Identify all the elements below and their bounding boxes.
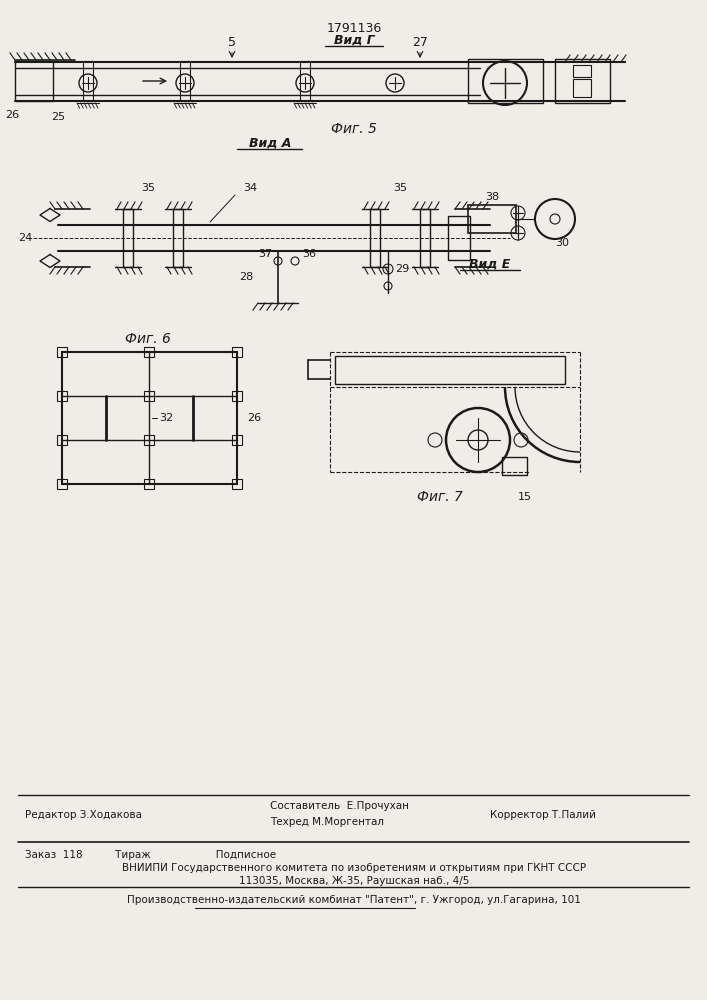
Bar	[144, 391, 155, 401]
Text: Заказ  118          Тираж                    Подписное: Заказ 118 Тираж Подписное	[25, 850, 276, 860]
Bar	[232, 435, 242, 445]
Bar	[57, 391, 67, 401]
Bar	[57, 347, 67, 357]
Bar	[502, 457, 527, 475]
Text: 25: 25	[51, 112, 65, 122]
Text: 26: 26	[247, 413, 261, 423]
Text: Фиг. 5: Фиг. 5	[331, 122, 377, 136]
Text: Вид Е: Вид Е	[469, 258, 510, 271]
Bar	[555, 59, 610, 103]
Text: 35: 35	[141, 183, 155, 193]
Text: 34: 34	[243, 183, 257, 193]
Text: Техред М.Моргентал: Техред М.Моргентал	[270, 817, 384, 827]
Text: Вид Г: Вид Г	[334, 34, 375, 47]
Text: Вид А: Вид А	[249, 137, 291, 150]
Text: 24: 24	[18, 233, 32, 243]
Text: Фиг. 6: Фиг. 6	[125, 332, 171, 346]
Bar	[144, 479, 155, 489]
Bar	[123, 209, 133, 267]
Bar	[83, 61, 93, 101]
Bar	[335, 356, 565, 384]
Bar	[180, 61, 190, 101]
Bar	[573, 65, 591, 77]
Text: 37: 37	[258, 249, 272, 259]
Text: ВНИИПИ Государственного комитета по изобретениям и открытиям при ГКНТ СССР: ВНИИПИ Государственного комитета по изоб…	[122, 863, 586, 873]
Text: 32: 32	[160, 413, 174, 423]
Bar	[144, 435, 155, 445]
Bar	[300, 61, 310, 101]
Text: 5: 5	[228, 36, 236, 49]
Bar	[232, 391, 242, 401]
Text: 113035, Москва, Ж-35, Раушская наб., 4/5: 113035, Москва, Ж-35, Раушская наб., 4/5	[239, 876, 469, 886]
Text: 27: 27	[412, 36, 428, 49]
Text: 1791136: 1791136	[327, 22, 382, 35]
Text: 28: 28	[239, 272, 253, 282]
Bar	[232, 479, 242, 489]
Bar	[232, 347, 242, 357]
Bar	[144, 347, 155, 357]
Bar	[468, 59, 543, 103]
Bar	[57, 435, 67, 445]
Bar	[173, 209, 183, 267]
Bar	[468, 205, 516, 233]
Bar	[62, 352, 237, 484]
Text: Корректор Т.Палий: Корректор Т.Палий	[490, 810, 596, 820]
Text: Фиг. 7: Фиг. 7	[417, 490, 463, 504]
Text: 30: 30	[555, 238, 569, 248]
Text: 36: 36	[302, 249, 316, 259]
Text: Составитель  Е.Прочухан: Составитель Е.Прочухан	[270, 801, 409, 811]
Bar	[57, 479, 67, 489]
Bar	[15, 61, 53, 101]
Text: 29: 29	[395, 264, 409, 274]
Bar	[370, 209, 380, 267]
Text: Производственно-издательский комбинат "Патент", г. Ужгород, ул.Гагарина, 101: Производственно-издательский комбинат "П…	[127, 895, 581, 905]
Text: 38: 38	[485, 192, 499, 202]
Bar	[573, 79, 591, 97]
Text: 35: 35	[393, 183, 407, 193]
Bar	[448, 216, 470, 260]
Bar	[420, 209, 430, 267]
Text: 15: 15	[518, 492, 532, 502]
Text: 26: 26	[5, 110, 19, 120]
Text: Редактор З.Ходакова: Редактор З.Ходакова	[25, 810, 142, 820]
